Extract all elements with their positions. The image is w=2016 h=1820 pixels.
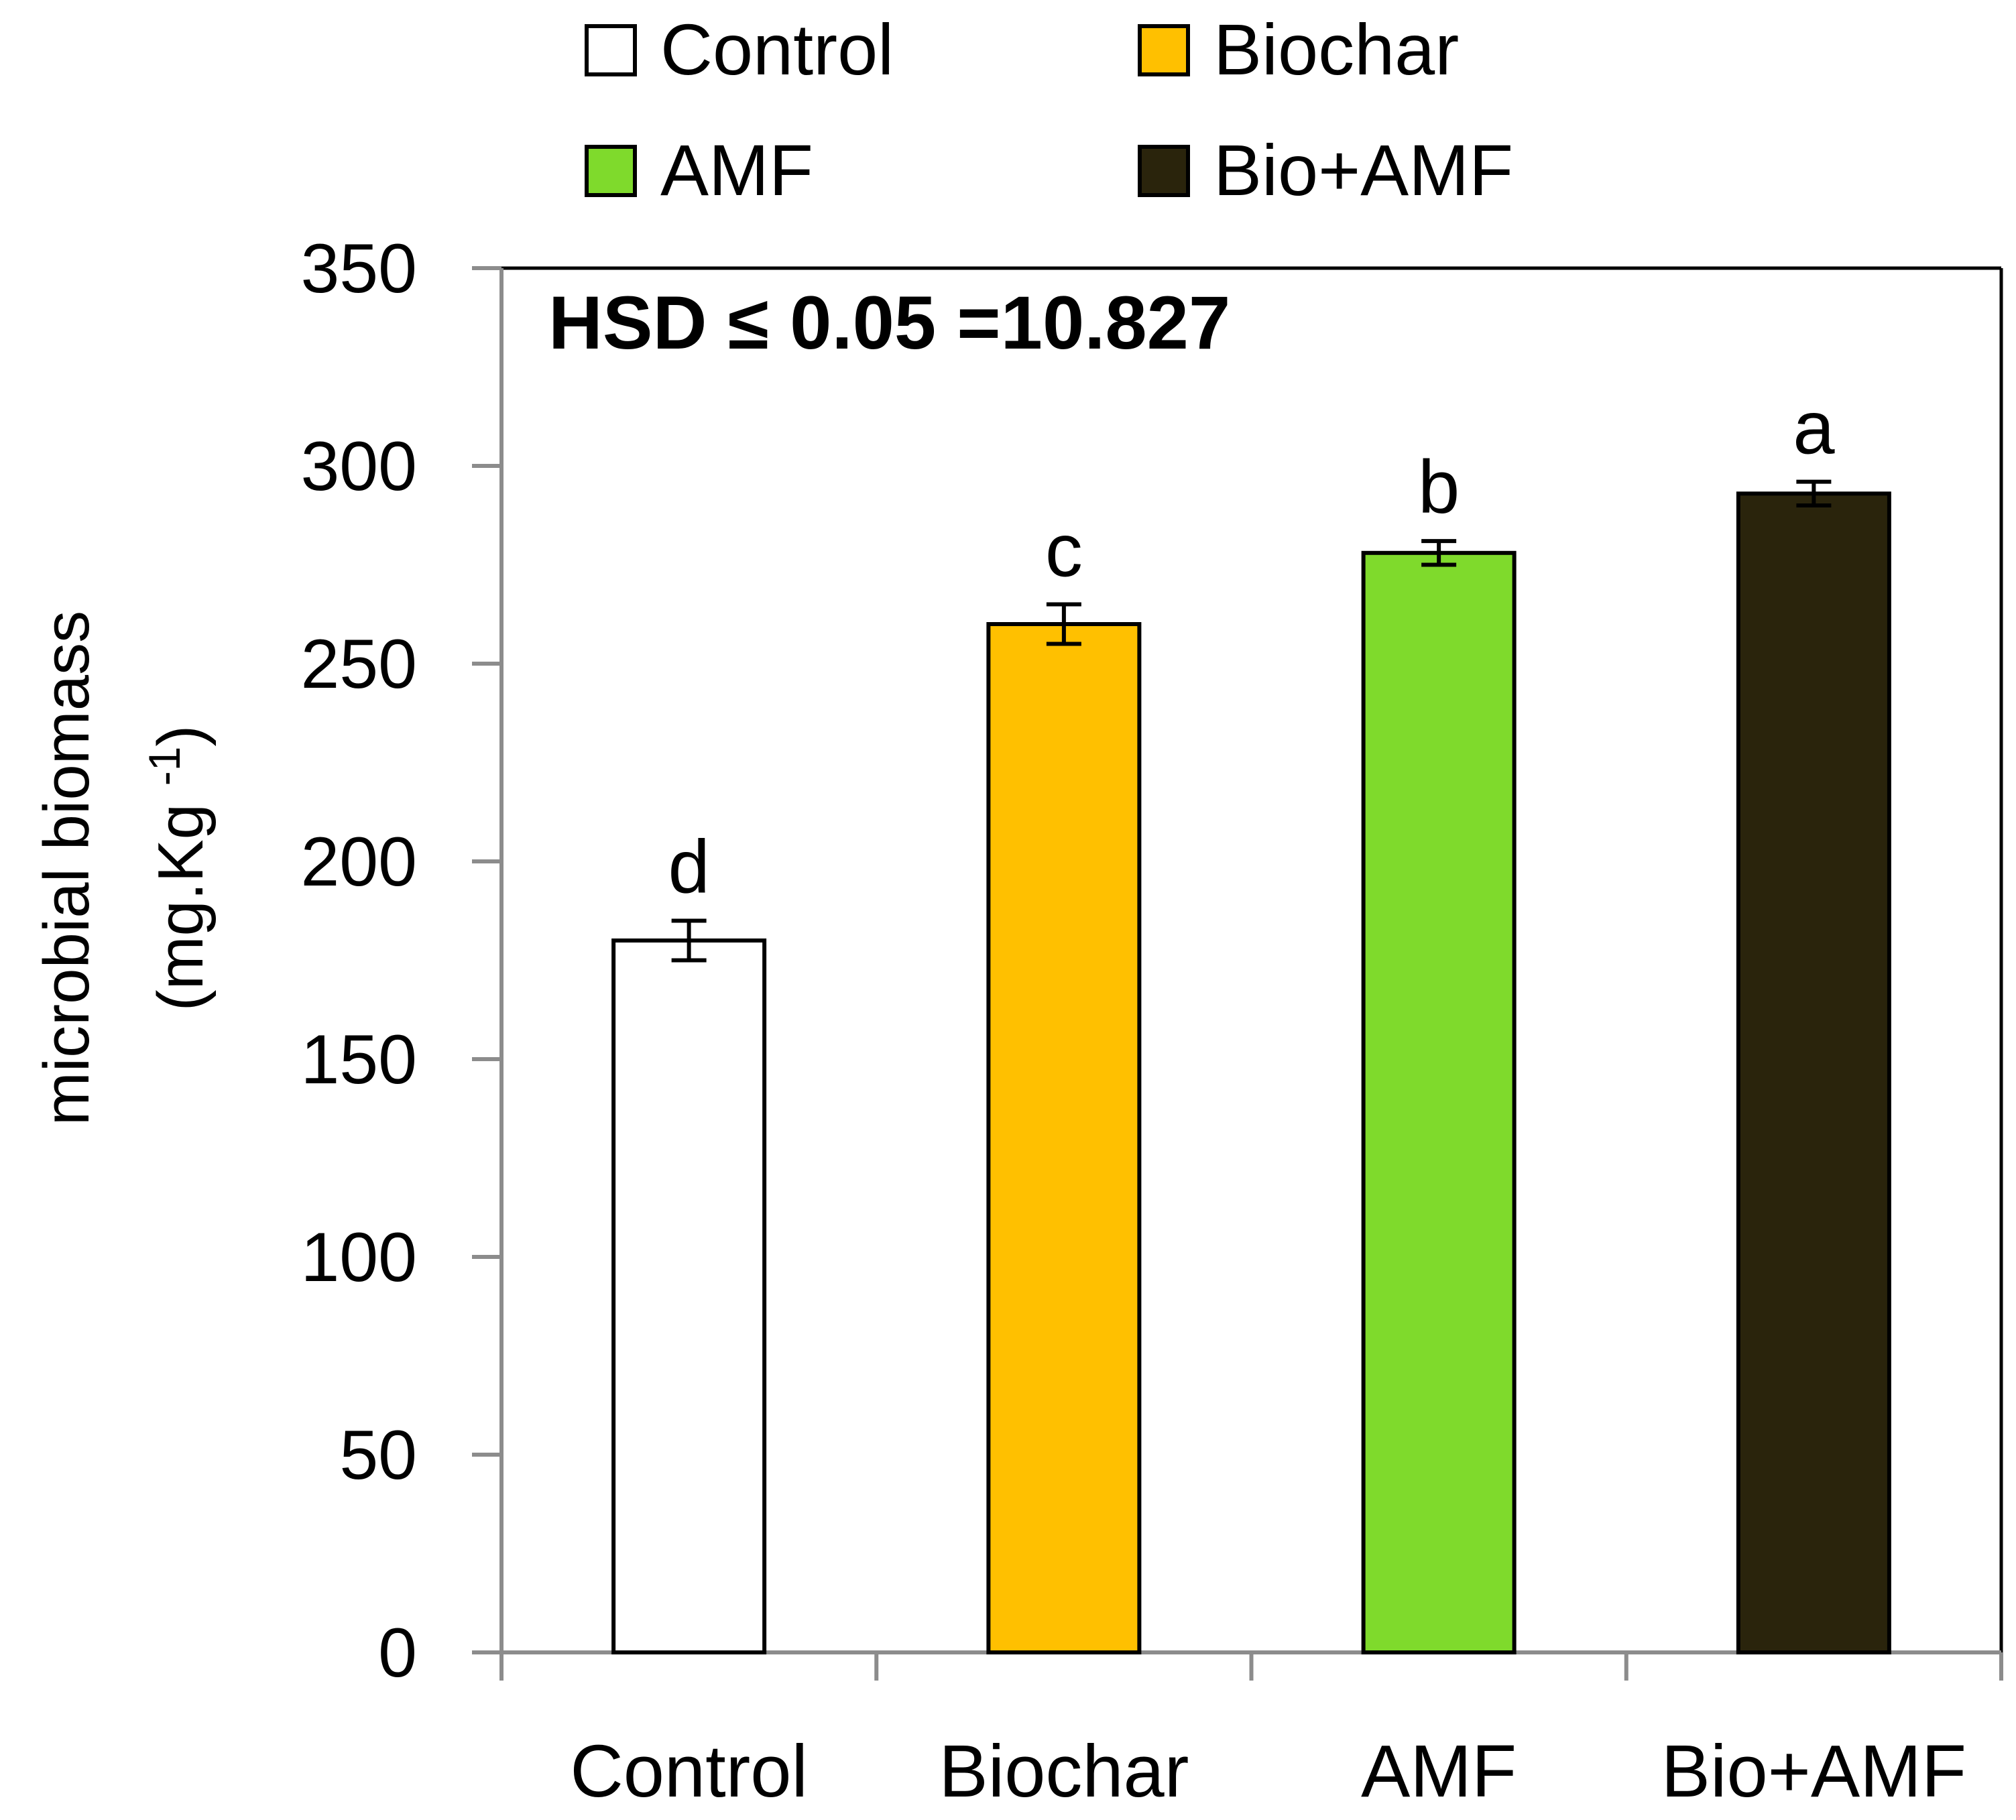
bars: d Control c Biochar b AMF a Bio+AMF	[570, 386, 1966, 1813]
y-tick-label: 50	[339, 1416, 417, 1494]
x-category-label: AMF	[1361, 1730, 1517, 1813]
significance-letter: d	[668, 825, 709, 909]
y-tick-label: 250	[300, 625, 417, 703]
y-tick-label: 350	[300, 230, 417, 308]
legend-swatch	[1138, 145, 1190, 197]
legend-swatch	[585, 24, 637, 76]
hsd-annotation: HSD ≤ 0.05 =10.827	[548, 281, 1230, 365]
bar-bio-amf	[1736, 491, 1891, 1654]
y-axis-label-line-1: microbial biomass	[31, 611, 103, 1126]
legend-swatch	[1138, 24, 1190, 76]
bar-control	[611, 938, 767, 1654]
legend: Control Biochar AMF Bio+AMF	[585, 9, 1513, 210]
legend-label: Bio+AMF	[1213, 129, 1513, 210]
significance-letter: c	[1045, 509, 1083, 593]
significance-letter: a	[1793, 386, 1835, 470]
x-category-label: Bio+AMF	[1661, 1730, 1966, 1813]
x-category-label: Biochar	[939, 1730, 1189, 1813]
significance-letter: b	[1418, 445, 1460, 529]
legend-swatch	[585, 145, 637, 197]
axes: 0 50 100 150 200 250 300 350	[300, 230, 2003, 1692]
bar-amf	[1361, 550, 1517, 1654]
y-axis-label-line-2: (mg.Kg -1)	[139, 725, 217, 1012]
y-tick-label: 200	[300, 823, 417, 901]
y-tick-label: 300	[300, 428, 417, 505]
legend-label: Biochar	[1213, 9, 1459, 90]
y-tick-label: 150	[300, 1021, 417, 1099]
bar-biochar	[986, 622, 1142, 1654]
legend-label: AMF	[660, 129, 813, 210]
y-axis-label: microbial biomass (mg.Kg -1)	[31, 611, 217, 1126]
y-tick-label: 100	[300, 1219, 417, 1296]
y-tick-label: 0	[378, 1614, 417, 1692]
legend-label: Control	[660, 9, 894, 90]
x-category-label: Control	[570, 1730, 808, 1813]
